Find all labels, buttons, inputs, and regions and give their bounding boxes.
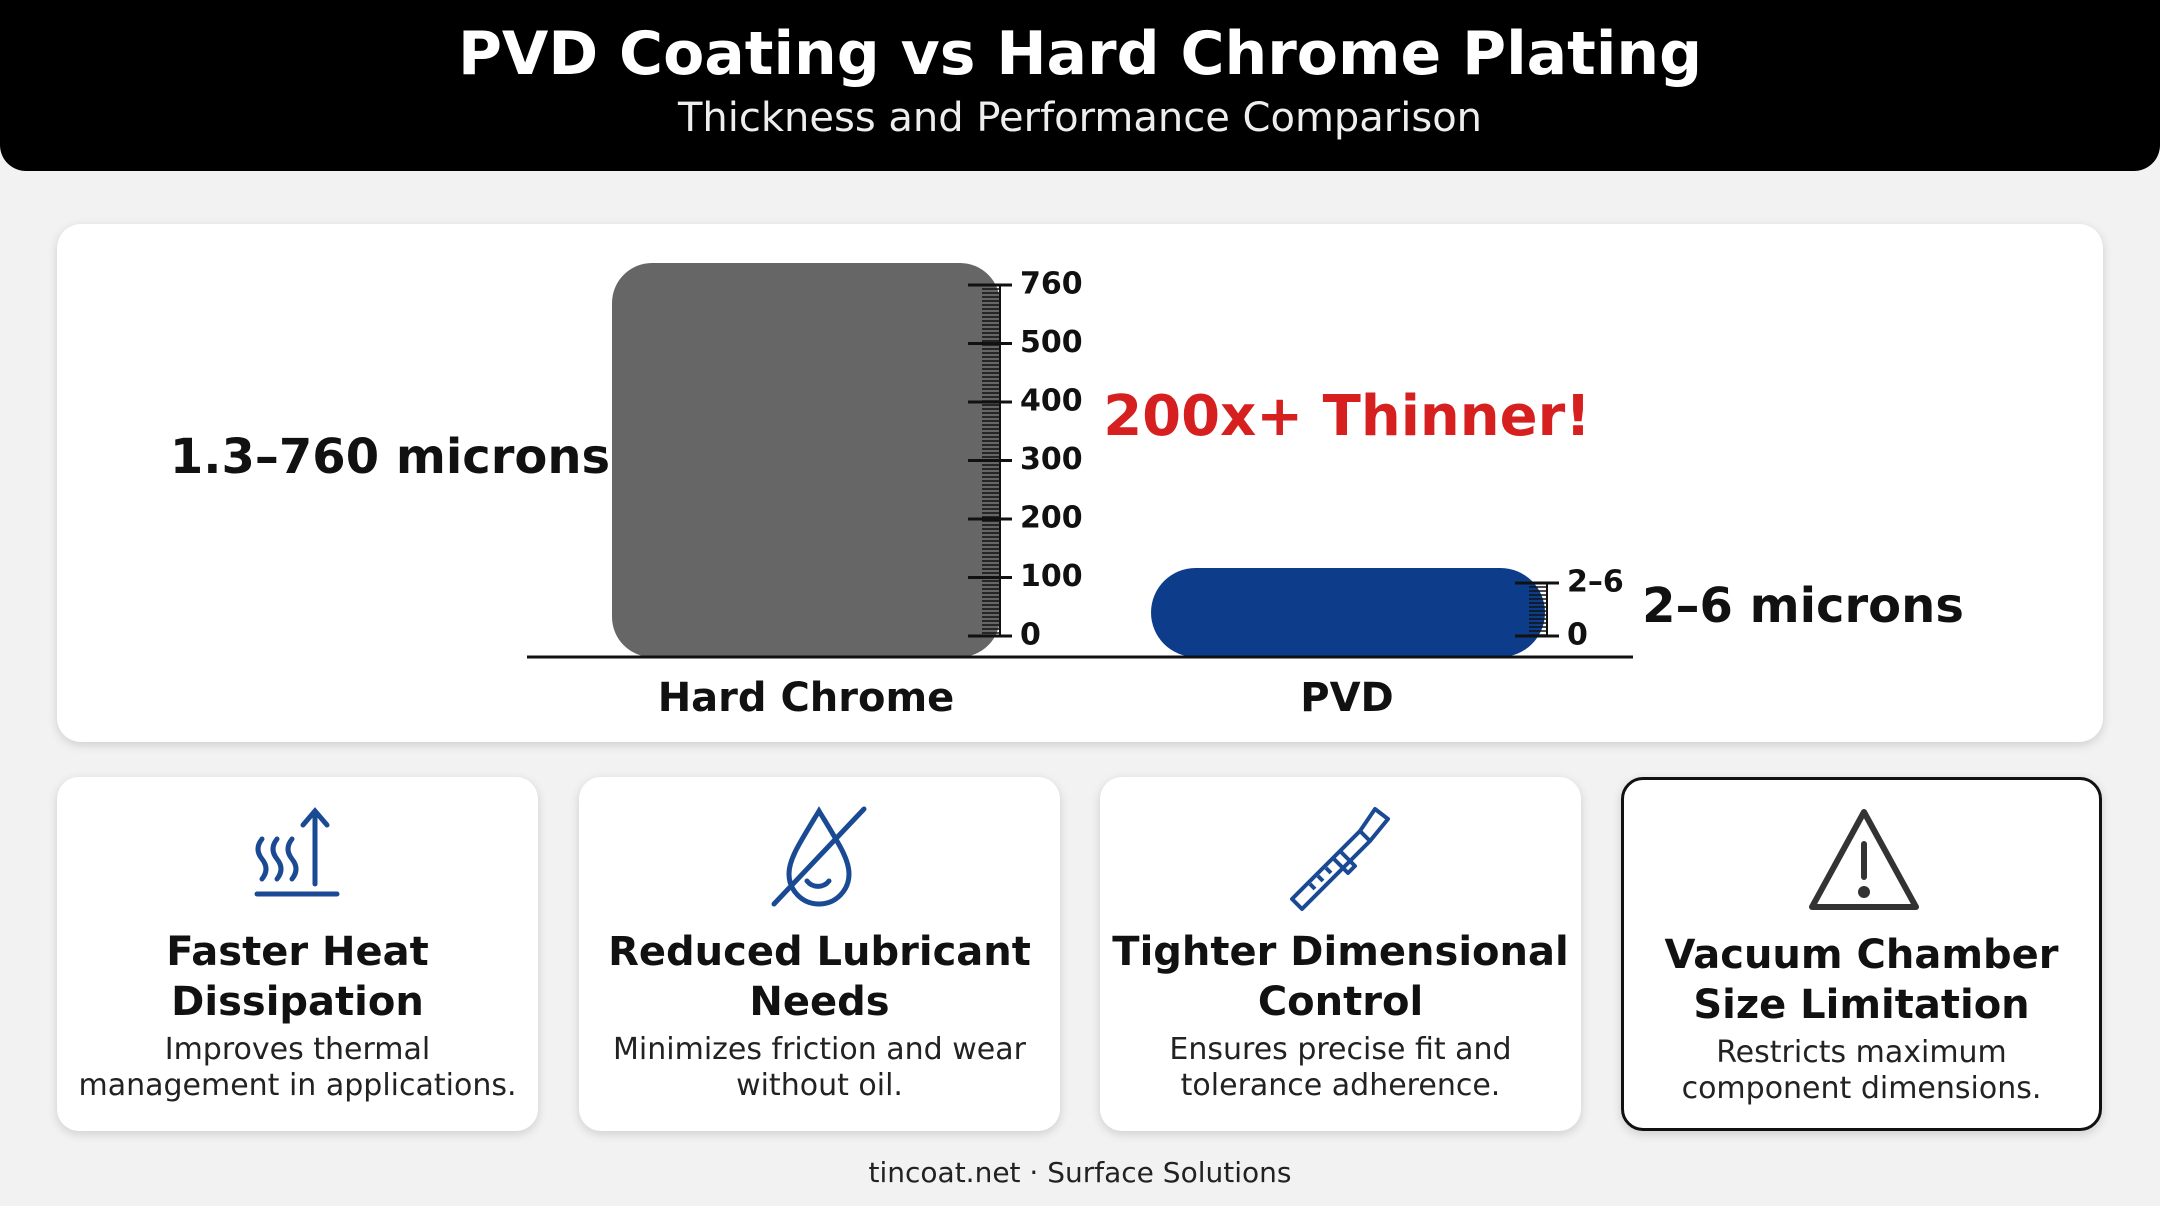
ruler-label: 100 [1020,559,1083,594]
ruler-label: 2–6 [1567,565,1624,600]
caliper-icon [1290,807,1390,911]
card-description: Restricts maximum component dimensions. [1681,1035,2042,1106]
card: Faster Heat Dissipation Improves thermal… [57,777,538,1131]
card-title: Faster Heat Dissipation [166,929,429,1025]
warning-icon [1809,809,1919,910]
card-title: Tighter Dimensional Control [1112,929,1569,1025]
comparison-panel: 1.3–760 microns 2–6 microns 200x+ Thinne… [57,224,2103,742]
ruler-label: 760 [1020,267,1083,302]
bar-label: Hard Chrome [658,675,955,721]
card: Vacuum Chamber Size Limitation Restricts… [1621,777,2102,1131]
card-description: Ensures precise fit and tolerance adhere… [1169,1032,1512,1103]
pvd-bar [1151,568,1545,657]
card-description: Improves thermal management in applicati… [78,1032,517,1103]
footer: tincoat.net · Surface Solutions [868,1156,1292,1189]
ruler-label: 300 [1020,442,1083,477]
card-title: Reduced Lubricant Needs [608,929,1031,1025]
title: PVD Coating vs Hard Chrome Plating [457,19,1703,89]
ruler-label: 400 [1020,384,1083,419]
range-label: 2–6 microns [1642,578,1964,634]
header: PVD Coating vs Hard Chrome Plating Thick… [0,0,2160,171]
card-title: Vacuum Chamber Size Limitation [1664,932,2059,1028]
card: Tighter Dimensional Control Ensures prec… [1100,777,1581,1131]
comparison-graphic: 1.3–760 microns 2–6 microns 200x+ Thinne… [170,263,1964,721]
no-oil-icon [771,806,867,907]
ruler-label: 0 [1567,618,1588,653]
card: Reduced Lubricant Needs Minimizes fricti… [579,777,1060,1131]
bar-label: PVD [1300,675,1393,721]
range-label: 1.3–760 microns [170,429,610,485]
ruler-label: 200 [1020,501,1083,536]
ruler-label: 0 [1020,618,1041,653]
heat-icon [254,807,340,897]
subtitle: Thickness and Performance Comparison [677,95,1483,141]
hard-chrome-bar [612,263,1000,657]
ruler-label: 500 [1020,325,1083,360]
card-description: Minimizes friction and wear without oil. [613,1032,1026,1103]
callout: 200x+ Thinner! [1103,384,1591,449]
